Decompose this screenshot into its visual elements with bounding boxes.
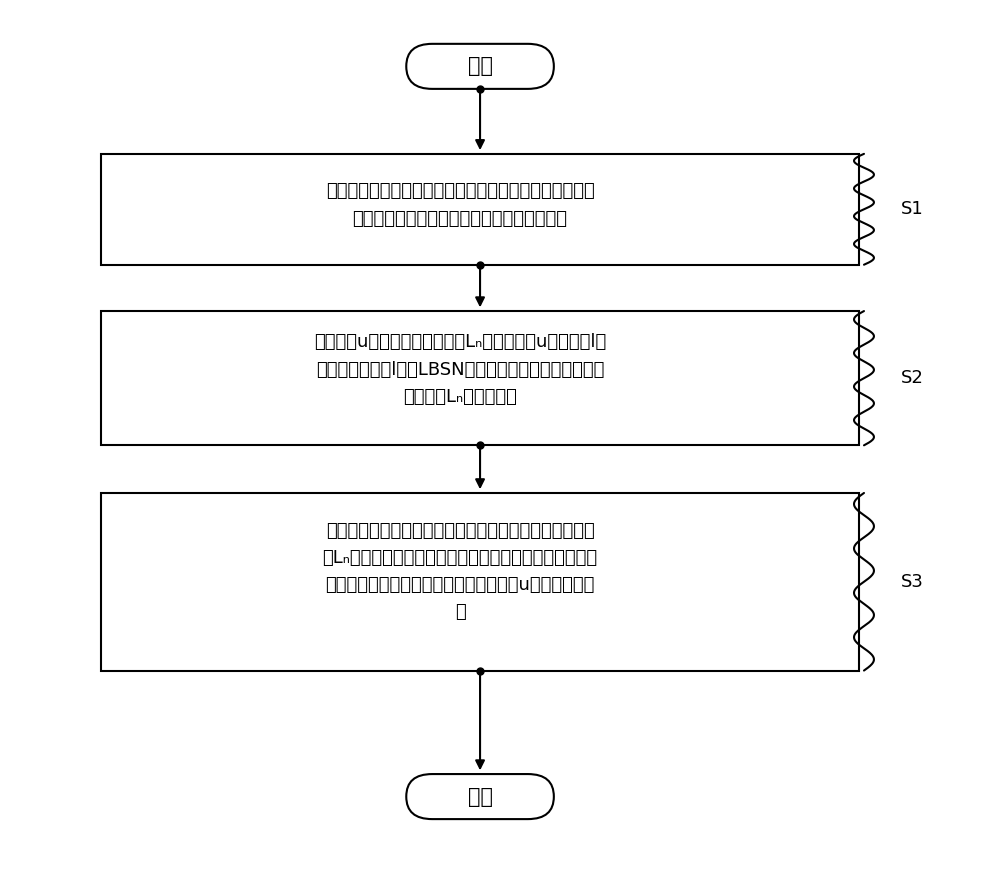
Text: 结束: 结束 (468, 786, 493, 806)
Text: 根据用户u访问的历史位置集合Lₙ，得到用户u访问位置l所
处区域的概率，l属于LBSN中所有用户已访问的兴趣点，
但不属于Lₙ中的兴趣点: 根据用户u访问的历史位置集合Lₙ，得到用户u访问位置l所 处区域的概率，l属于L… (314, 334, 606, 406)
FancyBboxPatch shape (101, 311, 859, 445)
Text: S3: S3 (901, 573, 924, 591)
FancyBboxPatch shape (101, 493, 859, 671)
Text: 由上述任意两个节点间的相似性得到各待推荐的候选节点
与Lₙ间的相似性，由访问概率得到用户访问各待推荐的候
选节点所处区域的概率，结合两者对用户u进行兴趣点推
荐: 由上述任意两个节点间的相似性得到各待推荐的候选节点 与Lₙ间的相似性，由访问概率… (323, 521, 598, 621)
FancyBboxPatch shape (406, 43, 554, 89)
FancyBboxPatch shape (406, 774, 554, 819)
Text: 计算预先构建的共现图中任意两个节点间的相似性，所述
相似性表示所述任意两个节点之间的相近程度: 计算预先构建的共现图中任意两个节点间的相似性，所述 相似性表示所述任意两个节点之… (326, 182, 594, 228)
Text: S1: S1 (901, 200, 924, 218)
Text: S2: S2 (901, 369, 924, 388)
FancyBboxPatch shape (101, 154, 859, 265)
Text: 开始: 开始 (468, 56, 493, 76)
